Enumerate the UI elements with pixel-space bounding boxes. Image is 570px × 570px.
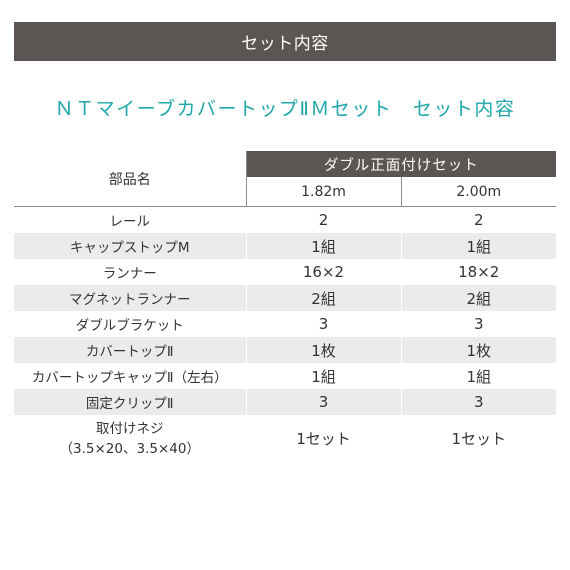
table-row: キャップストップM 1組 1組 <box>14 233 556 259</box>
section-banner: セット内容 <box>14 22 556 61</box>
qty-200: 3 <box>473 315 484 333</box>
part-name: レール <box>14 206 247 233</box>
qty-182: 3 <box>246 389 402 415</box>
table-row: カバートップキャップⅡ（左右） 1組 1組 <box>14 363 556 389</box>
part-name: 固定クリップⅡ <box>14 389 247 415</box>
set-type-header: ダブル正面付けセット <box>246 151 556 177</box>
qty-200: 2組 <box>401 285 556 311</box>
qty-200: 18×2 <box>458 263 500 281</box>
part-name: 取付けネジ （3.5×20、3.5×40） <box>14 415 247 463</box>
banner-label: セット内容 <box>241 34 329 54</box>
table-row: カバートップⅡ 1枚 1枚 <box>14 337 556 363</box>
part-name-header: 部品名 <box>14 151 247 207</box>
qty-200: 1組 <box>466 367 492 386</box>
qty-182: 1枚 <box>246 337 402 363</box>
qty-182: 16×2 <box>246 259 402 285</box>
table-row: ランナー 16×2 18×2 <box>14 259 556 285</box>
part-name: カバートップキャップⅡ（左右） <box>14 363 247 389</box>
qty-182: 3 <box>246 311 402 337</box>
table-row: マグネットランナー 2組 2組 <box>14 285 556 311</box>
size-header-200: 2.00m <box>401 177 556 207</box>
table-row: 固定クリップⅡ 3 3 <box>14 389 556 415</box>
part-name: ダブルブラケット <box>14 311 247 337</box>
qty-182: 1組 <box>246 363 402 389</box>
size-header-182: 1.82m <box>246 177 402 207</box>
qty-200: 2 <box>473 211 484 229</box>
qty-182: 2組 <box>246 285 402 311</box>
part-name-line2: （3.5×20、3.5×40） <box>59 441 200 457</box>
page-title: ＮＴマイーブカバートップⅡＭセット セット内容 <box>54 98 516 120</box>
table-row: 取付けネジ （3.5×20、3.5×40） 1セット 1セット <box>14 415 556 463</box>
table-row: レール 2 2 <box>14 206 556 233</box>
part-name-line1: 取付けネジ <box>96 421 164 437</box>
qty-200: 1組 <box>401 233 556 259</box>
part-name: マグネットランナー <box>14 285 247 311</box>
part-name: キャップストップM <box>14 233 247 259</box>
qty-200: 1枚 <box>401 337 556 363</box>
qty-182: 2 <box>246 206 402 233</box>
part-name: ランナー <box>14 259 247 285</box>
qty-200: 1セット <box>451 430 507 448</box>
parts-table: 部品名 ダブル正面付けセット 1.82m 2.00m レール 2 2 キャップス… <box>14 151 556 463</box>
table-row: ダブルブラケット 3 3 <box>14 311 556 337</box>
qty-200: 3 <box>401 389 556 415</box>
qty-182: 1セット <box>246 415 402 463</box>
qty-182: 1組 <box>246 233 402 259</box>
part-name: カバートップⅡ <box>14 337 247 363</box>
